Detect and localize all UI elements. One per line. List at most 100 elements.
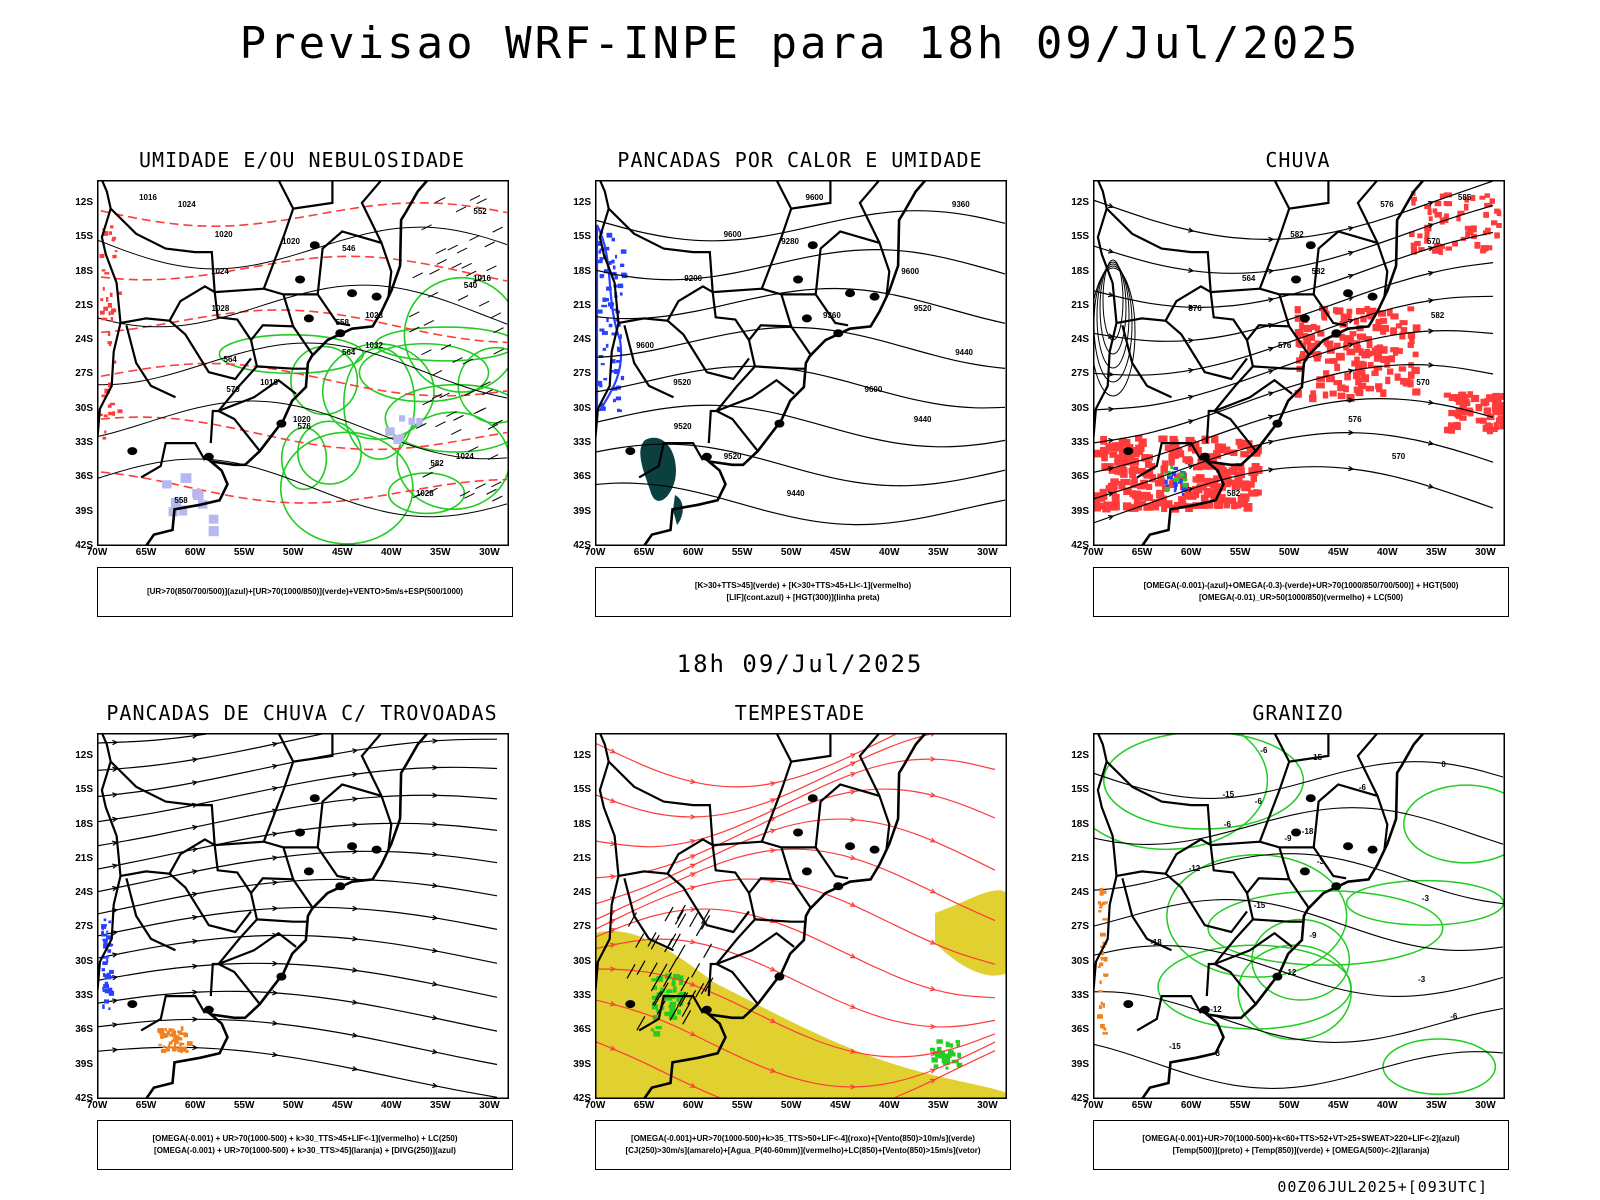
rain-cell bbox=[1148, 463, 1156, 470]
red-contour-cell bbox=[100, 298, 104, 302]
wind-vector bbox=[658, 963, 668, 979]
red-contour-cell bbox=[103, 414, 108, 418]
wind-850-cell bbox=[651, 1004, 659, 1010]
rain-cell bbox=[1496, 210, 1502, 217]
divergence-cell bbox=[108, 987, 113, 991]
wind-vector bbox=[422, 399, 433, 406]
red-contour-cell bbox=[107, 404, 112, 408]
rain-cell bbox=[1129, 490, 1136, 498]
map-canvas-tempestade bbox=[595, 733, 1007, 1099]
lat-label: 30S bbox=[75, 402, 93, 414]
lat-label: 15S bbox=[75, 784, 93, 796]
wind-vector bbox=[427, 487, 438, 494]
temp500-isoline bbox=[1093, 991, 1504, 1043]
temp850-contour bbox=[1403, 784, 1505, 864]
rain-cell bbox=[1379, 317, 1388, 324]
lif-cell bbox=[611, 332, 615, 336]
wind-vector bbox=[677, 991, 687, 1007]
wind-vector bbox=[475, 483, 486, 490]
rain-cell bbox=[1438, 248, 1443, 255]
lat-label: 27S bbox=[1071, 368, 1089, 380]
streamline-arrow bbox=[1267, 391, 1275, 397]
red-contour-cell bbox=[117, 409, 123, 414]
streamline-arrow bbox=[849, 772, 857, 778]
lat-label: 36S bbox=[75, 471, 93, 483]
streamline-arrow bbox=[352, 1032, 359, 1038]
lat-label: 30S bbox=[75, 955, 93, 967]
omega500-cell bbox=[1102, 1032, 1108, 1035]
lat-label: 24S bbox=[573, 334, 591, 346]
streamline-arrow bbox=[352, 796, 359, 802]
rain-cell bbox=[1380, 355, 1390, 364]
contour-label: 570 bbox=[1392, 452, 1406, 461]
storm-cell bbox=[178, 1032, 183, 1035]
rain-cell bbox=[1128, 504, 1139, 512]
humidity-contour bbox=[387, 472, 466, 515]
rain-cell bbox=[1094, 449, 1103, 458]
rain-cell bbox=[1120, 478, 1130, 486]
lon-label: 70W bbox=[584, 547, 606, 558]
rain-cell bbox=[1346, 312, 1352, 319]
streamline-arrow bbox=[770, 847, 777, 854]
streamline-arrow bbox=[1187, 227, 1195, 233]
omega500-cell bbox=[1097, 901, 1102, 905]
streamline bbox=[595, 848, 996, 922]
red-contour-cell bbox=[102, 286, 105, 291]
temp500-isoline bbox=[1093, 899, 1504, 952]
lat-label: 12S bbox=[573, 749, 591, 761]
contour-label: 558 bbox=[336, 318, 350, 327]
hgt300-isoline bbox=[595, 443, 1006, 487]
red-contour-cell bbox=[111, 239, 116, 242]
red-contour-cell bbox=[110, 317, 114, 322]
omega500-cell bbox=[1099, 892, 1104, 896]
legend-line: [OMEGA(-0.01)_UR>50(1000/850)(vermelho) … bbox=[1198, 593, 1404, 602]
legend-pancadas-calor: [K>30+TTS>45](verde) + [K>30+TTS>45+LI<-… bbox=[595, 567, 1011, 617]
rain-cell bbox=[1157, 477, 1165, 485]
rain-cell bbox=[1434, 200, 1442, 207]
rain-cell bbox=[1114, 454, 1122, 464]
rain-cell bbox=[1235, 463, 1245, 471]
wind-vector bbox=[421, 224, 432, 231]
wind-vector bbox=[459, 490, 471, 497]
lon-label: 65W bbox=[135, 1100, 157, 1111]
wind-vector bbox=[681, 1002, 691, 1017]
rain-cell bbox=[1437, 243, 1445, 249]
streamline-arrow bbox=[112, 952, 119, 958]
temp500-isoline bbox=[1093, 761, 1504, 799]
contour-label: -12 bbox=[1285, 968, 1297, 977]
rain-cell bbox=[1132, 490, 1141, 500]
streamline-arrow bbox=[352, 967, 359, 973]
streamline-arrow bbox=[849, 1048, 857, 1054]
red-contour-cell bbox=[100, 413, 103, 417]
rain-cell bbox=[1373, 365, 1383, 371]
streamline-arrow bbox=[1267, 369, 1275, 375]
storm-cell bbox=[171, 1047, 177, 1052]
map-granizo: -6 -6 -6 -3 -3 -9 -12 -12 -15 -15 -15 -18 -12 -15 -18-… bbox=[1093, 733, 1505, 1099]
rain-cell bbox=[1248, 468, 1256, 476]
rain-cell bbox=[1459, 415, 1467, 421]
rain-cell bbox=[1111, 493, 1120, 503]
humidity-contour bbox=[343, 347, 416, 460]
rain-cell bbox=[1230, 449, 1238, 457]
rain-cell bbox=[1439, 193, 1446, 199]
lif-cell bbox=[613, 369, 619, 375]
lif-cell bbox=[603, 246, 610, 251]
streamline-arrow bbox=[689, 778, 697, 785]
rain-cell bbox=[1448, 394, 1458, 401]
rain-cell bbox=[1475, 417, 1484, 424]
hgt300-isoline bbox=[595, 287, 1006, 324]
rain-cell bbox=[1219, 443, 1226, 450]
rain-cell bbox=[1197, 483, 1205, 491]
streamline-arrow bbox=[850, 789, 857, 795]
rain-cell bbox=[1385, 376, 1391, 385]
divergence-cell bbox=[106, 930, 109, 933]
red-contour-cell bbox=[103, 306, 109, 311]
streamline-arrow bbox=[849, 854, 857, 861]
rain-cell bbox=[1230, 463, 1238, 471]
wind-vector bbox=[435, 421, 446, 428]
map-frame bbox=[595, 180, 1007, 546]
humidity-shade bbox=[180, 473, 192, 483]
wind-850-cell bbox=[653, 1031, 661, 1037]
rain-cell bbox=[1316, 382, 1325, 389]
lif-cell bbox=[608, 261, 612, 265]
